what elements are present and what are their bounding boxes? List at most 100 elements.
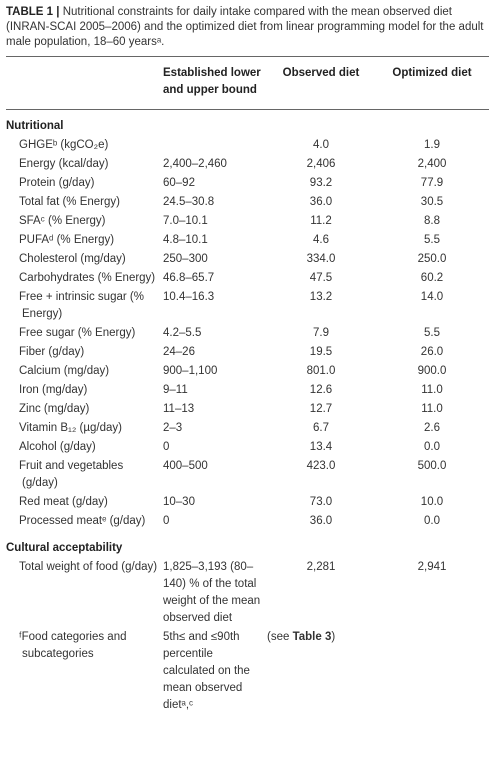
table-cell: 46.8–65.7 xyxy=(163,272,215,284)
table-cell: 10.4–16.3 xyxy=(163,291,215,303)
table-cell: 400–500 xyxy=(163,460,208,472)
table-cell: 6.7 xyxy=(313,422,329,434)
table-cell: 2.6 xyxy=(424,422,440,434)
table-cell: 13.4 xyxy=(309,441,333,453)
table-row: Protein (g/day) 60–92 93.2 77.9 xyxy=(6,175,489,194)
section-title: Cultural acceptability xyxy=(6,542,123,554)
table-cell: 2–3 xyxy=(163,422,183,434)
table-row: Calcium (mg/day) 900–1,100 801.0 900.0 xyxy=(6,363,489,382)
table-cell: 47.5 xyxy=(309,272,333,284)
table-cell: 900.0 xyxy=(417,365,447,377)
cell-ref: Table 3 xyxy=(292,631,332,643)
table-cell: 11–13 xyxy=(163,403,195,415)
table-cell: 500.0 xyxy=(417,460,447,472)
table-cell: 24–26 xyxy=(163,346,195,358)
header-cell: Observed diet xyxy=(282,67,360,79)
empty-cell xyxy=(375,629,489,716)
table-cell: 12.6 xyxy=(309,384,333,396)
table-cell: 250.0 xyxy=(417,253,447,265)
header-row: Established lower and upper bound Observ… xyxy=(6,57,489,110)
caption-text: Nutritional constraints for daily intake… xyxy=(6,6,484,48)
table-cell: 2,941 xyxy=(417,561,447,573)
table-row: SFAᶜ (% Energy) 7.0–10.1 11.2 8.8 xyxy=(6,213,489,232)
table-cell: 250–300 xyxy=(163,253,208,265)
header-cell: Established lower and upper bound xyxy=(163,67,261,96)
table-cell: 26.0 xyxy=(420,346,444,358)
table-cell: 93.2 xyxy=(309,177,333,189)
table-cell: 7.0–10.1 xyxy=(163,215,208,227)
table-cell: 73.0 xyxy=(309,496,333,508)
table-cell: 334.0 xyxy=(306,253,336,265)
cell-text: ) xyxy=(331,631,336,643)
table-cell: 5.5 xyxy=(424,234,440,246)
table-cell: 0 xyxy=(163,441,170,453)
table-cell: 36.0 xyxy=(309,515,333,527)
table-cell: 423.0 xyxy=(306,460,336,472)
cell-text: (see xyxy=(267,631,293,643)
row-label: Total fat (% Energy) xyxy=(19,196,120,208)
row-label: ᶠFood categories and subcategories xyxy=(19,631,127,660)
row-label: PUFAᵈ (% Energy) xyxy=(19,234,115,246)
table-row: PUFAᵈ (% Energy) 4.8–10.1 4.6 5.5 xyxy=(6,232,489,251)
row-label: Free + intrinsic sugar (% Energy) xyxy=(19,291,144,320)
table-cell: 11.2 xyxy=(310,215,332,227)
table-cell: 12.7 xyxy=(309,403,333,415)
table-cell: 0 xyxy=(163,515,170,527)
table-row: Iron (mg/day) 9–11 12.6 11.0 xyxy=(6,382,489,401)
row-label: Cholesterol (mg/day) xyxy=(19,253,126,265)
table-cell: (see Table 3) xyxy=(267,629,375,716)
table-cell: 4.8–10.1 xyxy=(163,234,208,246)
table-cell: 11.0 xyxy=(421,403,443,415)
table-row: Total fat (% Energy) 24.5–30.8 36.0 30.5 xyxy=(6,194,489,213)
table-cell: 60–92 xyxy=(163,177,195,189)
table-cell: 24.5–30.8 xyxy=(163,196,215,208)
table-cell: 5.5 xyxy=(424,327,440,339)
table-row: Vitamin B₁₂ (µg/day) 2–3 6.7 2.6 xyxy=(6,420,489,439)
table-cell: 4.6 xyxy=(313,234,329,246)
row-label: Energy (kcal/day) xyxy=(19,158,109,170)
table-row: ᶠFood categories and subcategories 5th≤ a… xyxy=(6,629,489,716)
section-row: Nutritional xyxy=(6,110,489,138)
table-row: Red meat (g/day) 10–30 73.0 10.0 xyxy=(6,494,489,513)
row-label: Fiber (g/day) xyxy=(19,346,85,358)
header-cell xyxy=(6,57,163,110)
table-cell: 14.0 xyxy=(420,291,444,303)
row-label: Carbohydrates (% Energy) xyxy=(19,272,156,284)
table-row: Fiber (g/day) 24–26 19.5 26.0 xyxy=(6,344,489,363)
table-cell: 30.5 xyxy=(420,196,444,208)
table-cell: 2,406 xyxy=(306,158,336,170)
table-cell: 7.9 xyxy=(313,327,329,339)
row-label: Free sugar (% Energy) xyxy=(19,327,136,339)
table-cell: 11.0 xyxy=(421,384,443,396)
table-cell: 2,400–2,460 xyxy=(163,158,227,170)
row-label: Red meat (g/day) xyxy=(19,496,108,508)
table-row: Energy (kcal/day) 2,400–2,460 2,406 2,400 xyxy=(6,156,489,175)
table-cell: 19.5 xyxy=(309,346,333,358)
table-row: Fruit and vegetables (g/day) 400–500 423.0… xyxy=(6,458,489,494)
table-cell: 36.0 xyxy=(309,196,333,208)
table-cell: 900–1,100 xyxy=(163,365,218,377)
header-cell: Optimized diet xyxy=(392,67,472,79)
table: Established lower and upper bound Observ… xyxy=(6,57,489,716)
row-label: Alcohol (g/day) xyxy=(19,441,96,453)
row-label: Fruit and vegetables (g/day) xyxy=(19,460,124,489)
table-cell: 2,400 xyxy=(417,158,447,170)
table-cell: 60.2 xyxy=(420,272,444,284)
table-cell: 4.2–5.5 xyxy=(163,327,202,339)
section-row: Cultural acceptability xyxy=(6,532,489,559)
table-cell: 8.8 xyxy=(424,215,440,227)
row-label: Calcium (mg/day) xyxy=(19,365,110,377)
row-label: Protein (g/day) xyxy=(19,177,95,189)
table-row: Total weight of food (g/day) 1,825–3,193 … xyxy=(6,559,489,629)
table-cell: 10–30 xyxy=(163,496,195,508)
row-label: Zinc (mg/day) xyxy=(19,403,90,415)
table-cell: 4.0 xyxy=(313,139,329,151)
table-row: Alcohol (g/day) 0 13.4 0.0 xyxy=(6,439,489,458)
table-body: Nutritional GHGEᵇ (kgCO₂e) 4.0 1.9 Energy (k… xyxy=(6,110,489,717)
row-label: Vitamin B₁₂ (µg/day) xyxy=(19,422,122,434)
table-row: Carbohydrates (% Energy) 46.8–65.7 47.5 60.… xyxy=(6,270,489,289)
row-label: SFAᶜ (% Energy) xyxy=(19,215,106,227)
table-cell: 5th≤ and ≤90th percentile calculated on … xyxy=(163,631,250,711)
table-row: Processed meatᵉ (g/day) 0 36.0 0.0 xyxy=(6,513,489,532)
table-row: Zinc (mg/day) 11–13 12.7 11.0 xyxy=(6,401,489,420)
